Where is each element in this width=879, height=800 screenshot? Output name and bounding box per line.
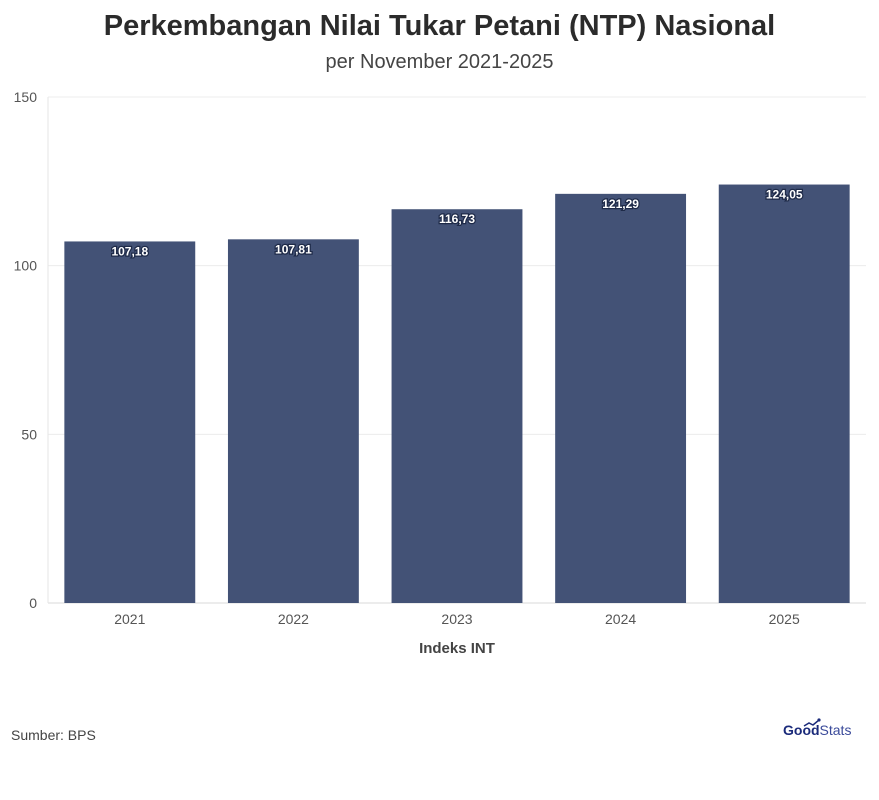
chart-subtitle: per November 2021-2025 [325, 51, 554, 73]
x-tick-label: 2024 [605, 611, 636, 627]
x-tick-label: 2021 [114, 611, 145, 627]
bar [227, 239, 359, 604]
y-tick-label: 0 [29, 595, 37, 611]
bar [718, 184, 850, 603]
data-label: 107,81 [275, 242, 312, 256]
chart-title: Perkembangan Nilai Tukar Petani (NTP) Na… [103, 10, 776, 42]
y-tick-label: 150 [14, 89, 38, 105]
y-tick-label: 100 [14, 258, 38, 274]
trend-line-icon [803, 718, 821, 727]
bar [391, 209, 523, 603]
bar [555, 193, 687, 604]
logo-stats-text: Stats [819, 722, 852, 738]
bar-chart: 0 50 100 150 107,18 2021 107,81 2022 116,73 2023 1… [14, 89, 866, 657]
x-axis-title: Indeks INT [419, 640, 495, 657]
bar [64, 241, 196, 603]
x-tick-label: 2023 [441, 611, 472, 627]
source-note: Sumber: BPS [11, 727, 96, 743]
x-tick-label: 2025 [769, 611, 800, 627]
data-label: 124,05 [766, 188, 803, 202]
data-label: 116,73 [439, 212, 475, 226]
x-tick-label: 2022 [278, 611, 309, 627]
data-label: 107,18 [111, 244, 148, 258]
goodstats-logo: GoodStats [783, 722, 851, 738]
data-label: 121,29 [602, 197, 639, 211]
y-tick-label: 50 [21, 426, 37, 442]
logo-good-text: Good [783, 722, 820, 738]
